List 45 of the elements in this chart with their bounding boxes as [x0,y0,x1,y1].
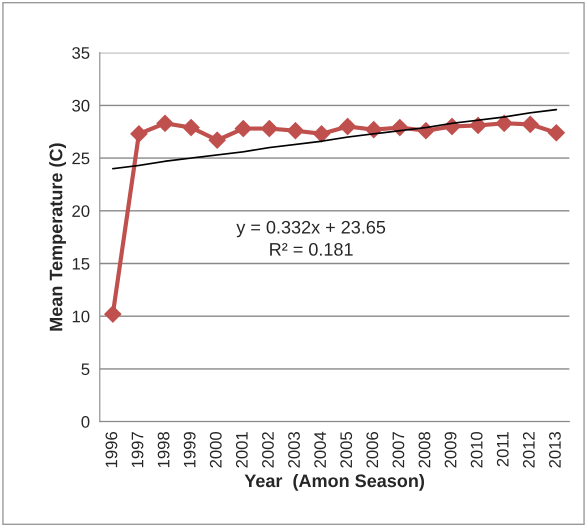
point [130,125,148,142]
y-tick-label: 5 [81,363,90,376]
y-tick-label: 10 [72,310,90,322]
annotation: y = 0.332x + 23.65 [236,220,386,238]
point [234,120,252,138]
x-tick-label: 2001 [236,432,248,468]
x-tick-label: 2002 [262,432,274,468]
x-tick-label: 2005 [340,432,352,468]
point [548,124,565,142]
point [182,118,200,136]
line-series [112,108,558,170]
x-tick-label: 1997 [132,432,144,468]
x-tick-label: 1998 [158,432,170,468]
x-tick-label: 2012 [522,432,535,468]
y-tick-label: 35 [72,47,90,59]
x-tick-label: 2003 [288,432,300,468]
x-tick-label: 2007 [392,432,404,468]
x-tick-label: 2000 [210,432,222,468]
point [470,116,487,134]
point [496,114,513,132]
y-tick-label: 15 [72,258,90,270]
point [286,122,304,140]
x-tick-label: 2010 [470,432,483,468]
y-tick-label: 25 [72,152,90,164]
x-tick-label: 2011 [496,432,509,466]
x-tick-label: 2008 [418,432,430,468]
point [260,120,278,138]
y-tick-label: 0 [81,416,90,428]
x-tick-label: 1999 [184,432,196,468]
point [156,114,174,132]
y-tick-label: 30 [72,100,90,112]
x-tick-label: 2013 [549,432,561,468]
x-tick-label: 2006 [366,432,378,468]
point [208,132,226,149]
point [104,306,122,323]
y-tick-label: 20 [72,205,90,218]
y-axis-title: Mean Temperature (C) [49,143,66,331]
x-axis-title: Year (Amon Season) [244,474,424,491]
annotation: R² = 0.181 [270,242,353,256]
x-tick-label: 2004 [314,432,326,468]
x-tick-label: 2009 [444,432,456,468]
point [312,125,330,142]
point [339,118,356,136]
x-tick-label: 1996 [106,432,118,468]
point [522,116,539,133]
